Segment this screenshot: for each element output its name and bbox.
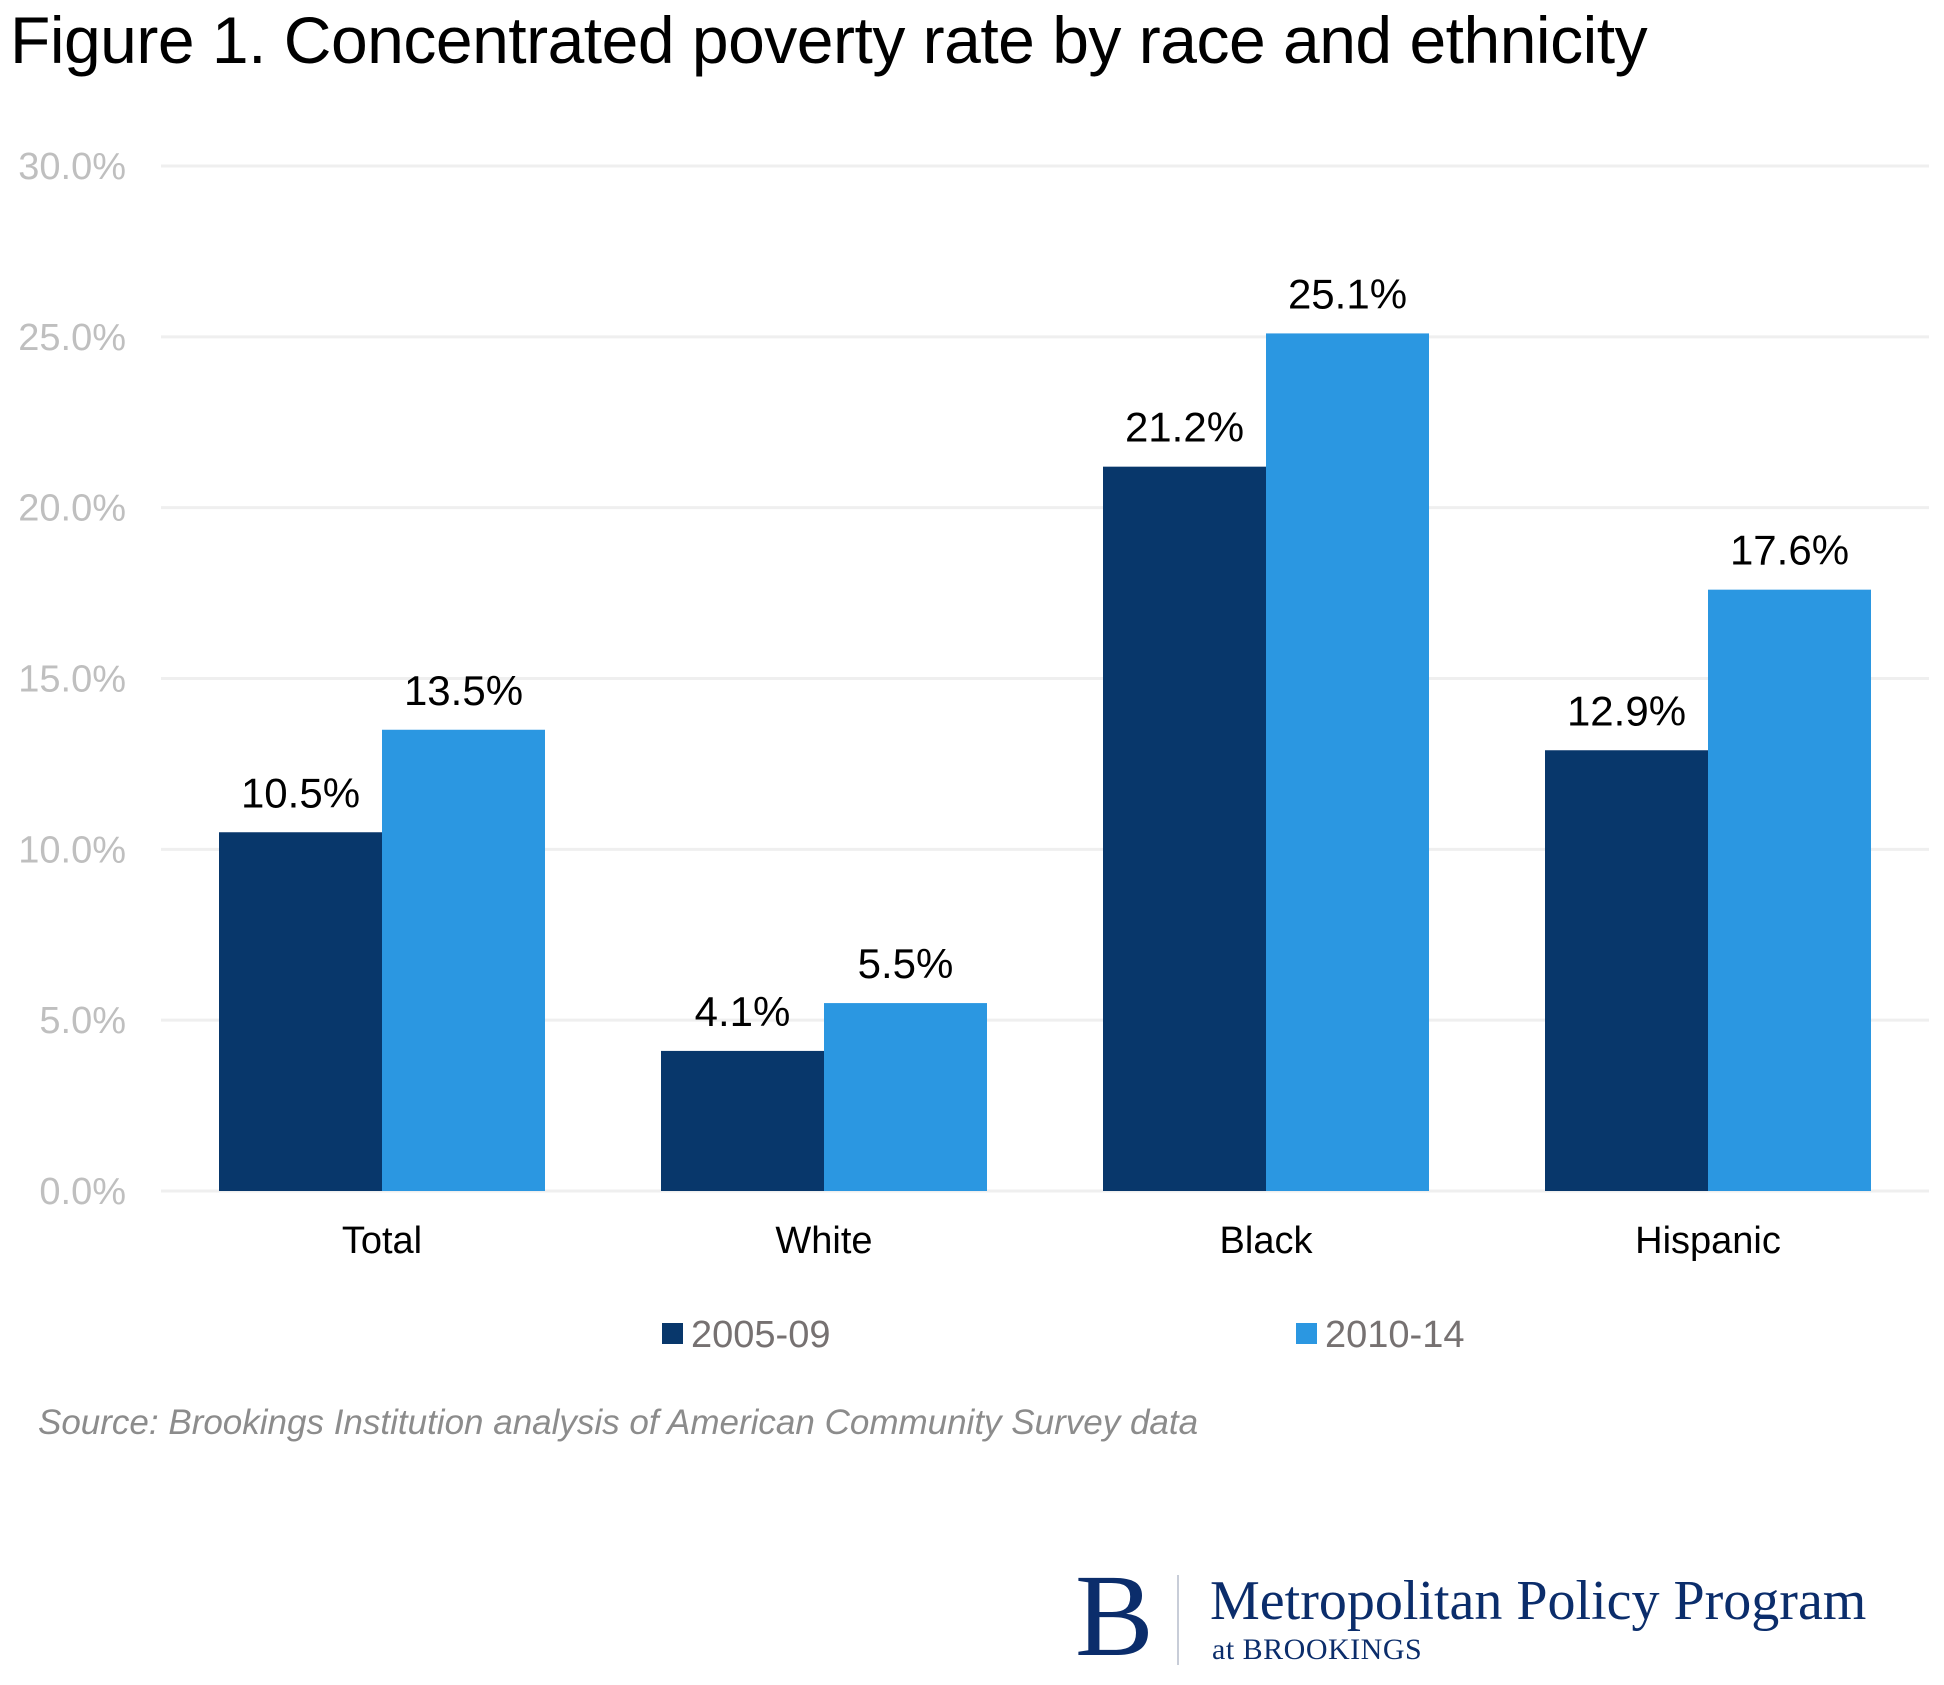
y-tick-label: 10.0%	[18, 829, 126, 871]
chart-title: Figure 1. Concentrated poverty rate by r…	[10, 3, 1648, 77]
legend-item: 2005-09	[662, 1314, 830, 1356]
data-label: 10.5%	[241, 769, 360, 816]
legend-swatch	[1296, 1323, 1317, 1344]
x-tick-label: Total	[342, 1220, 422, 1262]
legend-label: 2010-14	[1325, 1314, 1464, 1356]
bar-2010-14-hispanic	[1708, 589, 1871, 1191]
y-tick-label: 15.0%	[18, 659, 126, 701]
y-tick-label: 20.0%	[18, 488, 126, 530]
legend-item: 2010-14	[1296, 1314, 1464, 1356]
legend-swatch	[662, 1323, 683, 1344]
bar-2010-14-black	[1266, 333, 1429, 1192]
legend-label: 2005-09	[691, 1314, 830, 1356]
x-tick-label: White	[775, 1220, 872, 1262]
brookings-logo: B Metropolitan Policy Program at BROOKIN…	[1075, 1557, 1935, 1675]
x-tick-label: Black	[1220, 1220, 1314, 1262]
data-label: 4.1%	[695, 988, 791, 1035]
y-tick-label: 0.0%	[39, 1171, 126, 1213]
bar-2005-09-total	[219, 832, 382, 1191]
logo-name: Metropolitan Policy Program	[1210, 1570, 1867, 1632]
bars	[219, 333, 1871, 1192]
y-tick-label: 30.0%	[18, 146, 126, 188]
logo-subtitle: at BROOKINGS	[1212, 1633, 1423, 1666]
bar-2005-09-hispanic	[1545, 750, 1708, 1191]
data-label: 21.2%	[1125, 404, 1244, 451]
data-label: 13.5%	[404, 667, 523, 714]
x-axis-ticks: Total White Black Hispanic	[342, 1220, 1781, 1262]
y-axis-ticks: 0.0% 5.0% 10.0% 15.0% 20.0% 25.0% 30.0%	[18, 146, 126, 1213]
bar-2010-14-total	[382, 729, 545, 1191]
y-tick-label: 25.0%	[18, 317, 126, 359]
data-label: 12.9%	[1567, 687, 1686, 734]
data-label: 17.6%	[1730, 527, 1849, 574]
data-label: 25.1%	[1288, 270, 1407, 317]
x-tick-label: Hispanic	[1635, 1220, 1781, 1262]
logo-initial: B	[1075, 1550, 1154, 1681]
legend: 2005-09 2010-14	[662, 1314, 1464, 1356]
y-tick-label: 5.0%	[39, 1000, 126, 1042]
data-label: 5.5%	[858, 940, 954, 987]
logo-divider	[1177, 1575, 1179, 1665]
bar-2005-09-white	[661, 1050, 824, 1191]
data-labels: 10.5% 13.5% 4.1% 5.5% 21.2% 25.1% 12.9% 17.6%	[241, 270, 1849, 1035]
bar-2005-09-black	[1103, 466, 1266, 1192]
bar-2010-14-white	[824, 1003, 987, 1191]
source-note: Source: Brookings Institution analysis o…	[38, 1403, 1199, 1442]
